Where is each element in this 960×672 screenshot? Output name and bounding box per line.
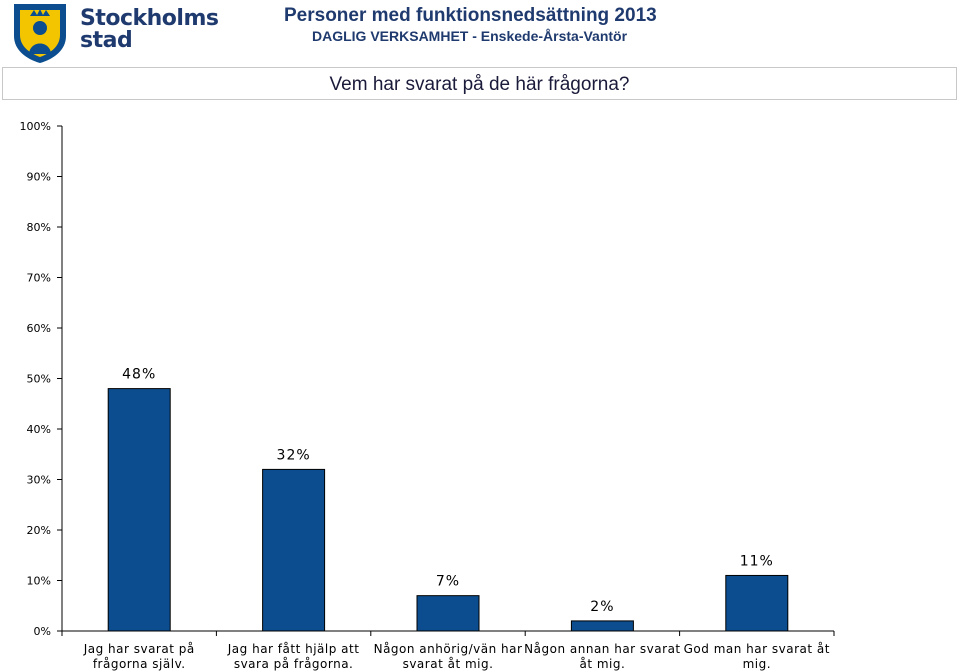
x-tick-label: åt mig.	[579, 657, 625, 671]
y-tick-label: 40%	[27, 423, 51, 436]
data-label: 11%	[740, 553, 774, 569]
crest-icon	[14, 4, 66, 63]
data-label: 32%	[277, 447, 311, 463]
x-tick-label: frågorna själv.	[93, 657, 186, 671]
x-tick-label: Jag har svarat på	[83, 642, 195, 656]
stockholm-logo: Stockholms stad	[10, 2, 219, 64]
bar	[107, 388, 171, 632]
logo-text-line1: Stockholms	[80, 6, 219, 31]
x-tick-label: Jag har fått hjälp att	[227, 642, 360, 656]
x-tick-label: God man har svarat åt	[684, 642, 830, 656]
bar	[416, 595, 480, 632]
bar	[725, 574, 789, 632]
x-tick-label: svarat åt mig.	[403, 657, 494, 671]
logo-wordmark: Stockholms stad	[80, 6, 219, 53]
x-tick-label: svara på frågorna.	[234, 657, 354, 671]
x-tick-label: Någon anhörig/vän har	[374, 642, 523, 656]
bar	[262, 468, 326, 632]
y-tick-label: 100%	[20, 120, 51, 133]
report-subtitle: DAGLIG VERKSAMHET - Enskede-Årsta-Vantör	[312, 28, 628, 44]
y-tick-label: 0%	[34, 625, 51, 638]
report-title: Personer med funktionsnedsättning 2013	[284, 5, 657, 26]
y-tick-label: 90%	[27, 171, 51, 184]
y-tick-label: 20%	[27, 524, 51, 537]
chart-title-box: Vem har svarat på de här frågorna?	[2, 67, 957, 100]
y-tick-label: 60%	[27, 322, 51, 335]
x-tick-label: mig.	[743, 657, 771, 671]
y-tick-label: 70%	[27, 272, 51, 285]
x-tick-label: Någon annan har svarat	[524, 642, 680, 656]
chart-title: Vem har svarat på de här frågorna?	[329, 74, 630, 95]
data-label: 48%	[122, 367, 156, 383]
bar	[570, 620, 634, 632]
y-tick-label: 10%	[27, 575, 51, 588]
data-label: 2%	[590, 599, 614, 615]
y-tick-label: 50%	[27, 373, 51, 386]
logo-text-line2: stad	[80, 28, 133, 53]
y-tick-label: 80%	[27, 221, 51, 234]
y-tick-label: 30%	[27, 474, 51, 487]
data-label: 7%	[436, 574, 460, 590]
